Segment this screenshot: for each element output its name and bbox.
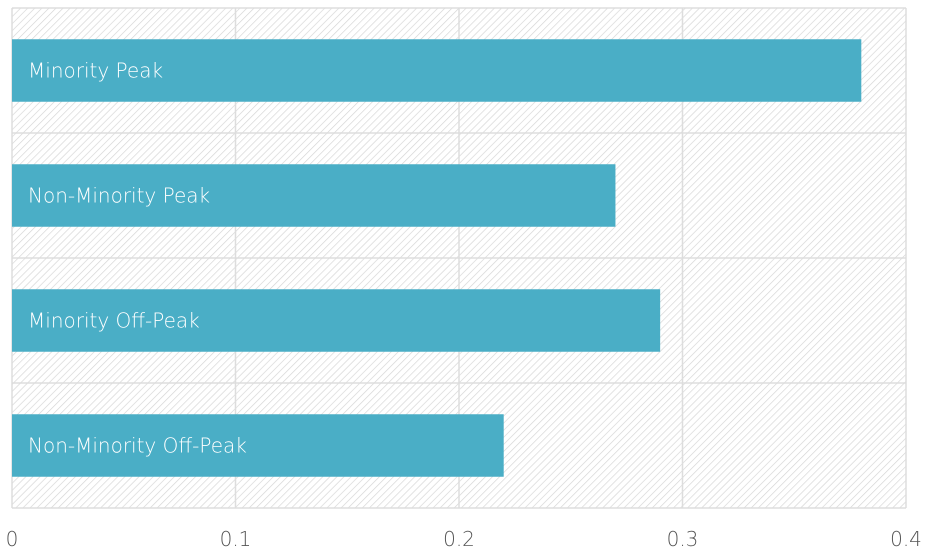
- x-tick-label: 0.4: [890, 527, 922, 551]
- bar-category-label: Non-Minority Off-Peak: [28, 434, 247, 458]
- bar[interactable]: [12, 414, 504, 477]
- x-tick-label: 0.3: [667, 527, 699, 551]
- bar-category-label: Minority Peak: [28, 59, 163, 83]
- bar-labels: Minority Peak Non-Minority Peak Minority O…: [28, 59, 247, 458]
- x-axis-tick-labels: 0 0.1 0.2 0.3 0.4: [6, 527, 922, 551]
- bar[interactable]: [12, 164, 616, 227]
- bar-category-label: Non-Minority Peak: [28, 184, 210, 208]
- x-tick-label: 0.2: [443, 527, 475, 551]
- x-tick-label: 0.1: [220, 527, 252, 551]
- bar-category-label: Minority Off-Peak: [28, 309, 200, 333]
- bar[interactable]: [12, 289, 661, 352]
- bars: [12, 39, 862, 477]
- bar[interactable]: [12, 39, 862, 102]
- x-tick-label: 0: [6, 527, 19, 551]
